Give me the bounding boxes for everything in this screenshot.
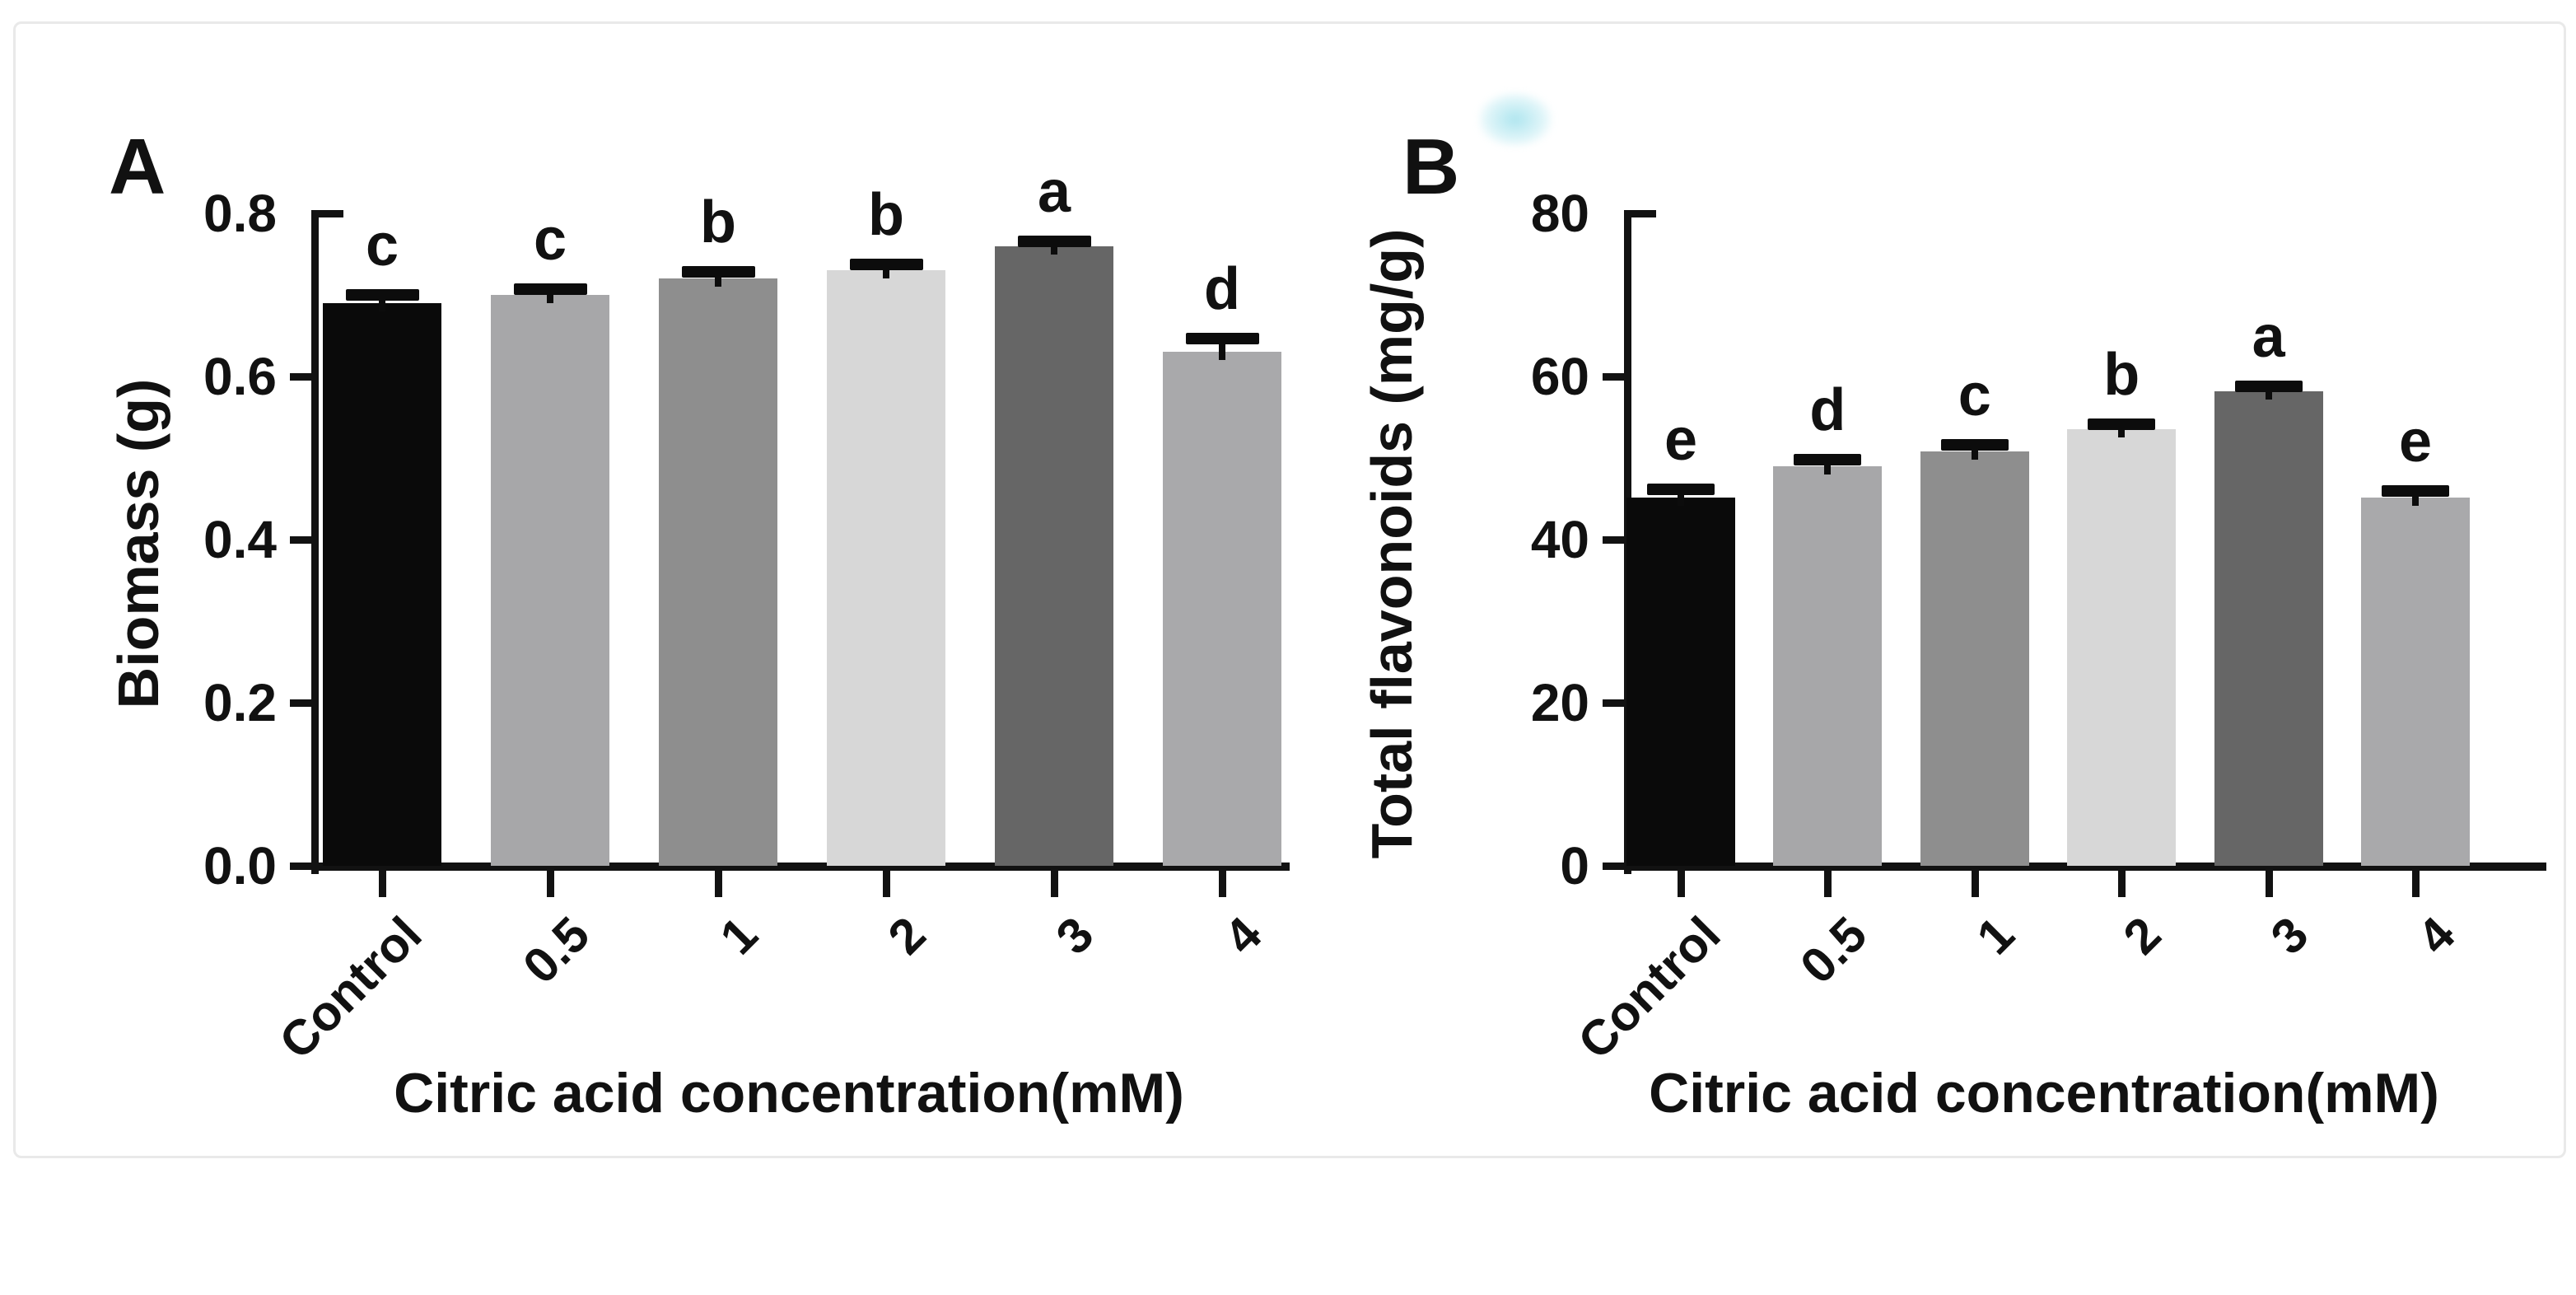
panel-b-y-tick — [1603, 373, 1624, 381]
cyan-smudge-artifact — [1478, 92, 1552, 147]
panel-a-x-tick — [715, 871, 722, 897]
panel-a-significance-letter: b — [700, 189, 736, 256]
panel-b-error-bar — [2088, 418, 2156, 431]
panel-a-significance-letter: c — [533, 207, 567, 273]
figure-canvas: A Biomass (g) Citric acid concentration(… — [13, 21, 2566, 1158]
panel-a-y-tick — [290, 536, 311, 544]
panel-b-error-bar — [1940, 439, 2009, 451]
panel-b-error-bar — [1647, 483, 1715, 495]
panel-b-bar-1 — [1920, 451, 2029, 866]
panel-b-x-tick — [2412, 871, 2420, 897]
panel-a-x-tick — [883, 871, 890, 897]
panel-b-significance-letter: d — [1809, 376, 1846, 443]
panel-b-y-tick-label: 60 — [1530, 347, 1589, 406]
panel-a-y-tick-top — [319, 210, 343, 217]
panel-a-x-tick — [1219, 871, 1226, 897]
panel-b-error-bar — [1794, 453, 1862, 465]
panel-b-y-tick — [1603, 699, 1624, 707]
panel-b-error-stem — [1971, 445, 1978, 460]
panel-a-error-stem — [1219, 339, 1225, 361]
panel-a-error-bar — [849, 259, 923, 271]
panel-b-significance-letter: a — [2252, 303, 2285, 370]
panel-a-y-tick-label: 0.2 — [203, 673, 277, 732]
panel-a-significance-letter: c — [365, 213, 399, 278]
panel-b-error-bar — [2234, 380, 2303, 392]
panel-a-y-tick-label: 0.0 — [203, 836, 277, 895]
panel-b-bar-3 — [2214, 390, 2323, 866]
panel-b-significance-letter: e — [1664, 406, 1698, 473]
panel-b-x-tick — [1971, 871, 1979, 897]
panel-a-x-tick — [547, 871, 554, 897]
panel-a-significance-letter: b — [868, 182, 904, 249]
panel-a-bar-0.5 — [491, 295, 609, 866]
panel-b-y-tick-label: 80 — [1530, 184, 1589, 243]
panel-b-error-bar — [2382, 484, 2449, 497]
panel-b-y-tick — [1603, 536, 1624, 544]
panel-a-significance-letter: d — [1204, 256, 1240, 323]
panel-b-bar-0.5 — [1773, 465, 1883, 866]
panel-a-error-bar — [513, 283, 587, 296]
panel-b-bar-4 — [2361, 497, 2470, 866]
panel-a-error-bar — [681, 266, 755, 278]
panel-b-x-tick — [2118, 871, 2126, 897]
panel-a-letter: A — [109, 123, 166, 211]
panel-b-y-tick-label: 40 — [1530, 510, 1589, 569]
panel-a-y-tick-label: 0.8 — [203, 184, 277, 243]
panel-b-y-tick-label: 0 — [1560, 836, 1589, 895]
panel-a-y-tick — [290, 863, 311, 870]
panel-b-x-axis — [1624, 863, 2546, 871]
panel-b-y-tick — [1603, 863, 1624, 870]
panel-b-letter: B — [1402, 123, 1460, 211]
panel-a-y-tick-label: 0.6 — [203, 347, 277, 406]
panel-a-error-bar — [1017, 235, 1091, 247]
panel-b-x-tick — [1678, 871, 1685, 897]
panel-b-error-stem — [2118, 424, 2126, 438]
panel-a-error-bar — [1185, 333, 1259, 345]
panel-a-bar-4 — [1163, 352, 1281, 866]
panel-a-bar-control — [323, 302, 441, 866]
panel-b-error-stem — [2412, 490, 2419, 506]
panel-a-significance-letter: a — [1037, 158, 1071, 225]
panel-a-x-axis — [311, 863, 1290, 871]
panel-b-significance-letter: b — [2103, 342, 2140, 409]
panel-a-y-tick-label: 0.4 — [203, 510, 277, 569]
panel-a-y-tick — [290, 699, 311, 707]
panel-a-y-tick — [290, 373, 311, 381]
panel-a-x-axis-title: Citric acid concentration(mM) — [394, 1062, 1184, 1124]
panel-b-significance-letter: c — [1958, 362, 1991, 429]
panel-a-bar-2 — [827, 270, 945, 866]
panel-a-error-stem — [715, 272, 721, 288]
panel-a-error-stem — [883, 264, 889, 279]
panel-b-error-stem — [2265, 386, 2272, 400]
panel-b-error-stem — [1824, 459, 1832, 475]
panel-b-x-tick — [2265, 871, 2273, 897]
panel-a-error-bar — [345, 289, 419, 301]
panel-a-error-stem — [1051, 241, 1057, 255]
panel-a-y-axis — [311, 210, 319, 874]
panel-b-y-tick-top — [1631, 210, 1656, 217]
panel-a-bar-1 — [659, 278, 777, 866]
panel-a-x-tick — [1051, 871, 1058, 897]
panel-a-x-tick — [379, 871, 386, 897]
panel-a-bar-3 — [995, 245, 1113, 866]
panel-b-error-stem — [1678, 489, 1684, 506]
panel-b-bar-control — [1626, 497, 1735, 866]
panel-b-bar-2 — [2067, 429, 2177, 866]
panel-a-error-stem — [379, 295, 385, 311]
panel-a-error-stem — [547, 289, 553, 303]
panel-b-x-tick — [1824, 871, 1832, 897]
panel-b-significance-letter: e — [2398, 408, 2433, 475]
panel-b-x-axis-title: Citric acid concentration(mM) — [1649, 1062, 2439, 1124]
panel-b-y-tick-label: 20 — [1530, 673, 1589, 732]
